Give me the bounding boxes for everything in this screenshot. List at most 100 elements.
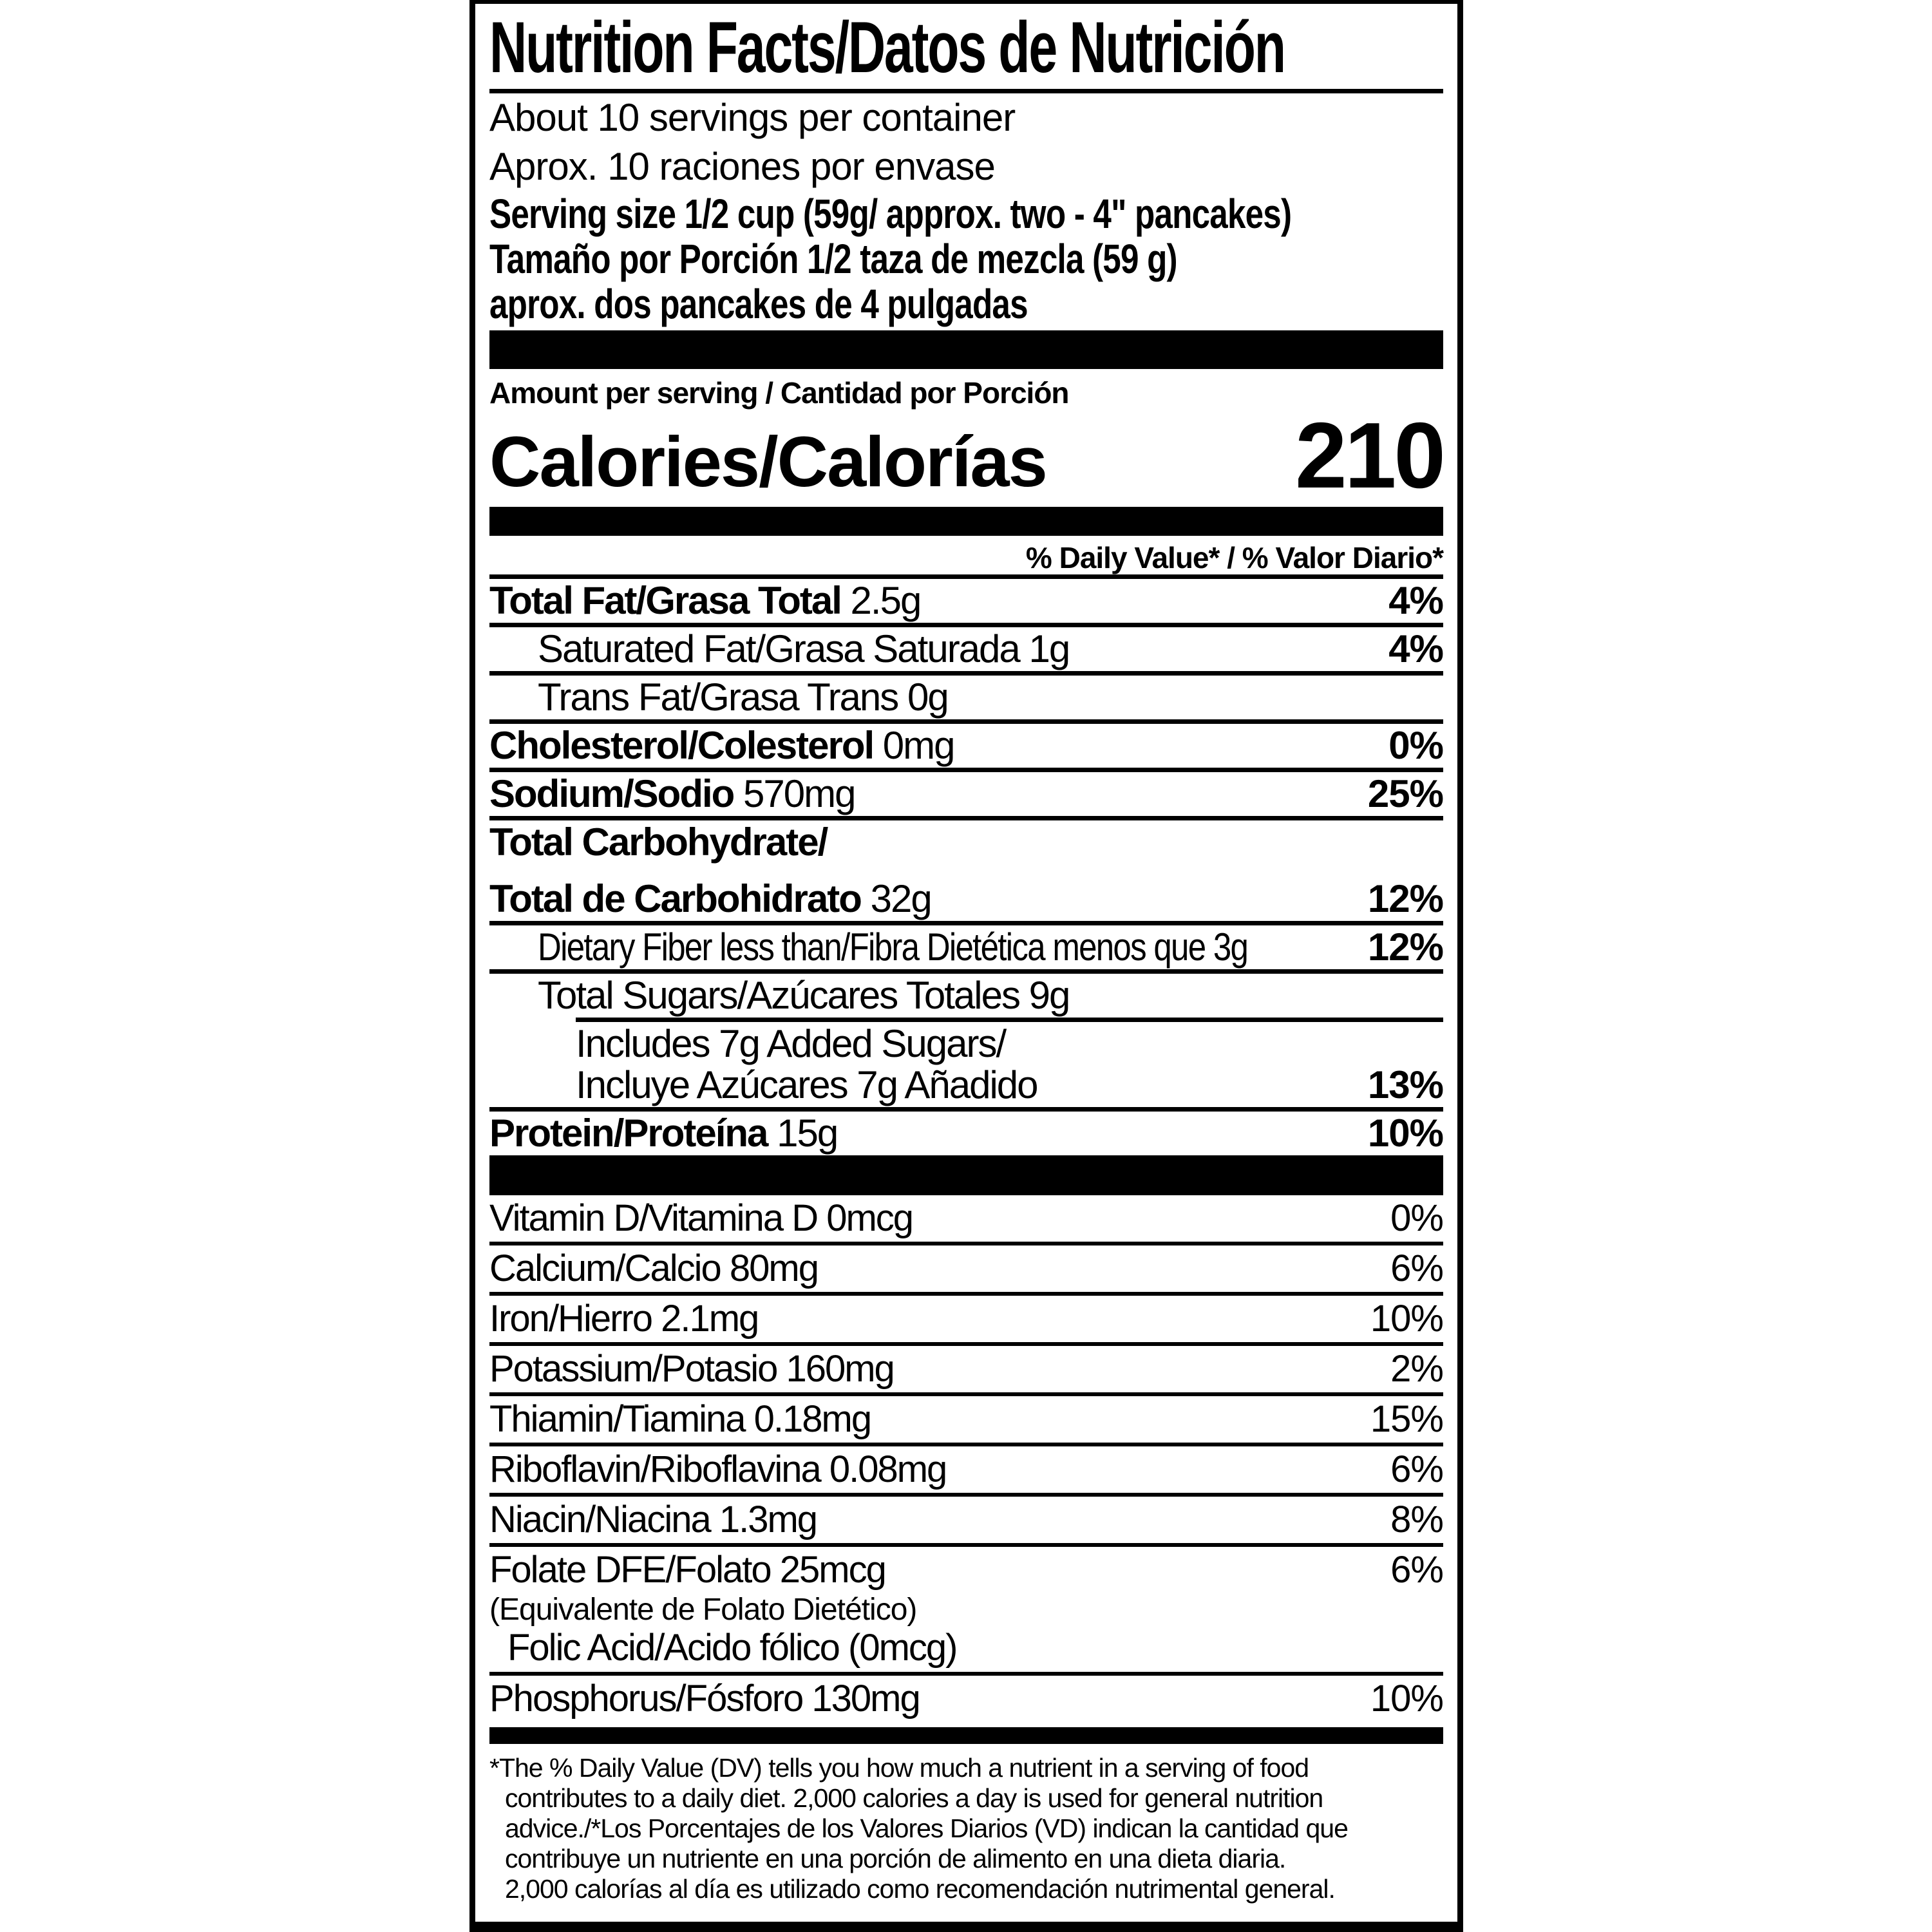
nutrient-amount: 32g bbox=[860, 877, 933, 920]
calories-label: Calories/Calorías bbox=[489, 422, 1048, 502]
vitamin-name: Calcium/Calcio 80mg bbox=[489, 1247, 819, 1289]
folic-acid-line: Folic Acid/Acido fólico (0mcg) bbox=[507, 1627, 958, 1669]
vitamin-name: Folate DFE/Folato 25mcg bbox=[489, 1549, 887, 1591]
nutrient-name-bold: Sodium/Sodio bbox=[489, 772, 735, 815]
vitamin-name: Potassium/Potasio 160mg bbox=[489, 1348, 895, 1390]
vitamin-name: Thiamin/Tiamina 0.18mg bbox=[489, 1398, 872, 1440]
nutrient-amount: Includes 7g Added Sugars/ bbox=[576, 1022, 1007, 1065]
vitamin-row: Calcium/Calcio 80mg 6% bbox=[489, 1245, 1444, 1292]
nutrient-name: Saturated Fat/Grasa Saturada 1g bbox=[538, 629, 1443, 670]
nutrient-divider bbox=[576, 1018, 1443, 1022]
vitamin-divider bbox=[489, 1342, 1443, 1346]
nutrient-percent-value: 4% bbox=[1388, 579, 1444, 622]
vitamin-percent-value: 15% bbox=[1370, 1398, 1444, 1440]
amount-per-serving-label: Amount per serving / Cantidad por Porció… bbox=[489, 376, 1070, 410]
vitamin-divider bbox=[489, 1392, 1443, 1396]
nutrient-name-bold: Total Fat/Grasa Total bbox=[489, 579, 842, 622]
nutrient-amount: Trans Fat/Grasa Trans 0g bbox=[538, 676, 949, 719]
nutrient-row: Dietary Fiber less than/Fibra Dietética … bbox=[489, 925, 1444, 969]
footnote-line: advice./*Los Porcentajes de los Valores … bbox=[505, 1814, 1349, 1843]
nutrient-name: Sodium/Sodio 570mg bbox=[489, 773, 1443, 815]
nutrient-row: Includes 7g Added Sugars/Incluye Azúcare… bbox=[489, 1022, 1444, 1107]
vitamin-percent-value: 0% bbox=[1390, 1197, 1444, 1239]
vitamin-percent-value: 6% bbox=[1390, 1448, 1444, 1490]
separator-bar-protein bbox=[489, 1155, 1443, 1195]
nutrient-name-bold: Cholesterol/Colesterol bbox=[489, 724, 875, 767]
nutrient-percent-value: 25% bbox=[1367, 772, 1444, 815]
vitamin-divider bbox=[489, 1672, 1443, 1676]
vitamin-percent-value: 6% bbox=[1390, 1247, 1444, 1289]
serving-size-es-line2: aprox. dos pancakes de 4 pulgadas bbox=[489, 281, 1028, 327]
label-title: Nutrition Facts/Datos de Nutrición bbox=[489, 7, 1286, 88]
vitamin-name: Iron/Hierro 2.1mg bbox=[489, 1298, 759, 1340]
calories-row: Calories/Calorías 210 bbox=[489, 403, 1446, 507]
nutrient-divider bbox=[489, 719, 1443, 724]
nutrient-amount: 570mg bbox=[734, 772, 856, 815]
nutrient-name: Protein/Proteína 15g bbox=[489, 1113, 1443, 1154]
nutrient-divider bbox=[489, 623, 1443, 627]
footnote-line: contribuye un nutriente en una porción d… bbox=[505, 1844, 1286, 1873]
nutrient-name: Total Fat/Grasa Total 2.5g bbox=[489, 580, 1443, 621]
vitamin-divider bbox=[489, 1543, 1443, 1547]
nutrient-row: Cholesterol/Colesterol 0mg 0% bbox=[489, 724, 1444, 768]
vitamin-name: Niacin/Niacina 1.3mg bbox=[489, 1499, 818, 1540]
nutrient-name: Trans Fat/Grasa Trans 0g bbox=[538, 677, 1443, 718]
nutrient-amount: 15g bbox=[767, 1112, 838, 1155]
vitamin-percent-value: 10% bbox=[1370, 1298, 1444, 1340]
nutrient-amount: Saturated Fat/Grasa Saturada 1g bbox=[538, 627, 1070, 670]
nutrient-name: Total Carbohydrate/ bbox=[489, 822, 1443, 863]
nutrient-row: Protein/Proteína 15g 10% bbox=[489, 1112, 1444, 1155]
nutrient-percent-value: 10% bbox=[1367, 1112, 1444, 1155]
nutrient-amount: Incluye Azúcares 7g Añadido bbox=[576, 1063, 1039, 1106]
vitamin-divider bbox=[489, 1292, 1443, 1296]
footnote-line: contributes to a daily diet. 2,000 calor… bbox=[505, 1783, 1323, 1813]
nutrient-amount: 0mg bbox=[873, 724, 956, 767]
nutrient-name-bold: Total de Carbohidrato bbox=[489, 877, 862, 920]
nutrient-amount: 2.5g bbox=[840, 579, 922, 622]
nutrient-amount: Dietary Fiber less than/Fibra Dietética … bbox=[538, 925, 1249, 969]
nutrient-divider bbox=[489, 921, 1443, 925]
vitamin-name: Phosphorus/Fósforo 130mg bbox=[489, 1678, 921, 1719]
vitamin-percent-value: 6% bbox=[1390, 1549, 1444, 1591]
nutrient-percent-value: 4% bbox=[1388, 627, 1444, 670]
nutrient-name: Total de Carbohidrato 32g bbox=[489, 878, 1443, 920]
servings-count-es: Aprox. 10 raciones por envase bbox=[489, 145, 996, 188]
servings-count-en: About 10 servings per container bbox=[489, 96, 1016, 139]
vitamin-row: Phosphorus/Fósforo 130mg 10% bbox=[489, 1676, 1444, 1722]
nutrient-rows: Total Fat/Grasa Total 2.5g 4% Saturated Fa… bbox=[489, 574, 1444, 1155]
calories-value: 210 bbox=[1295, 403, 1446, 507]
nutrient-divider bbox=[489, 816, 1443, 820]
nutrient-row: Trans Fat/Grasa Trans 0g bbox=[489, 676, 1443, 719]
footnote: *The % Daily Value (DV) tells you how mu… bbox=[489, 1753, 1443, 1904]
nutrient-name: Incluye Azúcares 7g Añadido bbox=[576, 1065, 1443, 1106]
nutrient-name: Dietary Fiber less than/Fibra Dietética … bbox=[538, 927, 1307, 968]
vitamin-row: Vitamin D/Vitamina D 0mcg 0% bbox=[489, 1195, 1444, 1242]
nutrient-divider bbox=[489, 671, 1443, 676]
nutrient-name: Cholesterol/Colesterol 0mg bbox=[489, 725, 1443, 766]
vitamin-rows: Vitamin D/Vitamina D 0mcg 0% Calcium/Calci… bbox=[489, 1195, 1444, 1722]
nutrient-row: Total Sugars/Azúcares Totales 9g bbox=[489, 974, 1443, 1018]
nutrient-row: Saturated Fat/Grasa Saturada 1g 4% bbox=[489, 627, 1444, 671]
separator-bar-top bbox=[489, 330, 1443, 369]
nutrient-name: Total Sugars/Azúcares Totales 9g bbox=[538, 975, 1443, 1016]
vitamin-divider bbox=[489, 1242, 1443, 1245]
nutrient-name-bold: Total Carbohydrate/ bbox=[489, 820, 828, 864]
vitamin-row: Riboflavin/Riboflavina 0.08mg 6% bbox=[489, 1446, 1444, 1493]
vitamin-percent-value: 10% bbox=[1370, 1678, 1444, 1719]
nutrient-divider bbox=[489, 969, 1443, 974]
title-divider bbox=[489, 89, 1443, 93]
vitamin-row: Thiamin/Tiamina 0.18mg 15% bbox=[489, 1396, 1444, 1443]
folate-note: (Equivalente de Folato Dietético) bbox=[489, 1593, 917, 1627]
serving-size-es-line1: Tamaño por Porción 1/2 taza de mezcla (5… bbox=[489, 236, 1178, 282]
footnote-line: *The % Daily Value (DV) tells you how mu… bbox=[489, 1753, 1309, 1783]
vitamin-row: Potassium/Potasio 160mg 2% bbox=[489, 1346, 1444, 1392]
nutrient-divider bbox=[489, 1107, 1443, 1112]
nutrient-amount: Total Sugars/Azúcares Totales 9g bbox=[538, 974, 1070, 1017]
vitamin-name: Vitamin D/Vitamina D 0mcg bbox=[489, 1197, 914, 1239]
nutrient-percent-value: 13% bbox=[1367, 1063, 1444, 1106]
nutrient-divider bbox=[489, 768, 1443, 772]
vitamin-percent-value: 8% bbox=[1390, 1499, 1444, 1540]
separator-bar-vitamins bbox=[489, 1727, 1443, 1744]
nutrient-percent-value: 12% bbox=[1367, 877, 1444, 920]
